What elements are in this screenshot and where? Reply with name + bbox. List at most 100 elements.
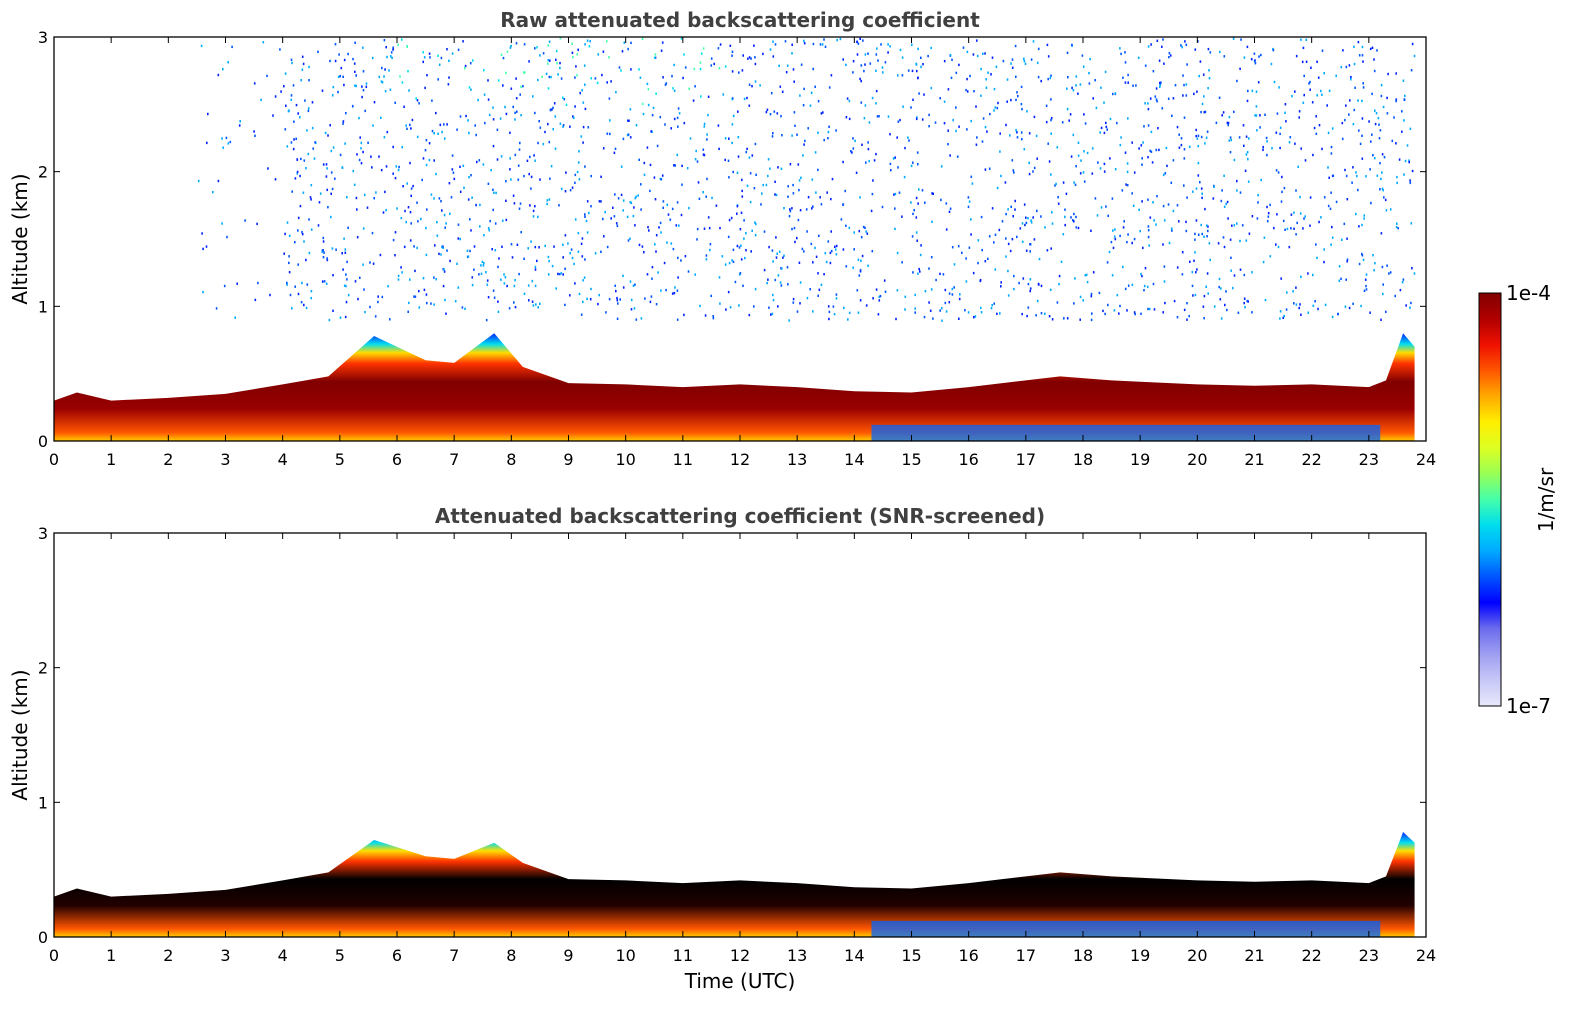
noise-pixel	[860, 101, 863, 104]
noise-pixel	[339, 153, 342, 157]
noise-pixel	[702, 47, 705, 50]
noise-pixel	[551, 108, 553, 111]
noise-pixel	[392, 238, 395, 242]
noise-pixel	[736, 171, 739, 174]
noise-pixel	[1403, 98, 1406, 102]
noise-pixel	[1223, 55, 1226, 58]
noise-pixel	[1200, 110, 1202, 114]
noise-pixel	[932, 192, 934, 195]
noise-pixel	[293, 120, 295, 123]
noise-pixel	[1206, 130, 1209, 133]
noise-pixel	[1026, 314, 1028, 318]
noise-pixel	[882, 71, 884, 74]
noise-pixel	[1139, 229, 1141, 233]
noise-pixel	[951, 246, 954, 249]
noise-pixel	[743, 97, 746, 101]
noise-pixel	[1181, 273, 1184, 276]
noise-pixel	[294, 177, 297, 180]
noise-pixel	[634, 224, 636, 227]
noise-pixel	[606, 81, 608, 84]
noise-pixel	[859, 299, 862, 302]
noise-pixel	[1183, 157, 1186, 160]
x-tick-label: 21	[1244, 450, 1264, 469]
noise-pixel	[955, 71, 958, 75]
noise-pixel	[308, 251, 311, 255]
noise-pixel	[345, 284, 347, 288]
noise-pixel	[576, 74, 578, 77]
noise-pixel	[1064, 215, 1066, 219]
noise-pixel	[365, 85, 368, 88]
noise-pixel	[706, 133, 708, 136]
noise-pixel	[1161, 45, 1163, 48]
noise-pixel	[531, 300, 534, 303]
noise-pixel	[780, 167, 783, 170]
noise-pixel	[499, 117, 502, 120]
noise-pixel	[354, 84, 356, 87]
noise-pixel	[488, 229, 491, 232]
noise-pixel	[947, 129, 949, 132]
noise-pixel	[676, 116, 679, 120]
noise-pixel	[681, 183, 683, 186]
noise-pixel	[396, 207, 398, 210]
noise-pixel	[796, 133, 798, 136]
noise-pixel	[955, 129, 957, 133]
noise-pixel	[857, 311, 860, 314]
noise-pixel	[400, 216, 403, 220]
noise-pixel	[1073, 181, 1075, 184]
noise-pixel	[677, 276, 679, 279]
noise-pixel	[1147, 229, 1150, 232]
noise-pixel	[437, 132, 439, 135]
noise-pixel	[397, 168, 400, 172]
noise-pixel	[1088, 71, 1090, 75]
noise-pixel	[856, 40, 858, 44]
noise-pixel	[678, 112, 681, 115]
noise-pixel	[1196, 90, 1198, 93]
noise-pixel	[451, 52, 454, 55]
noise-pixel	[410, 127, 412, 130]
noise-pixel	[390, 55, 392, 58]
noise-pixel	[522, 85, 524, 88]
noise-pixel	[998, 228, 1001, 232]
noise-pixel	[403, 105, 405, 108]
noise-pixel	[1410, 69, 1413, 72]
noise-pixel	[383, 75, 385, 78]
noise-pixel	[647, 103, 650, 107]
noise-pixel	[331, 247, 334, 250]
x-tick-label: 19	[1130, 946, 1150, 965]
noise-pixel	[828, 317, 830, 321]
noise-pixel	[1207, 292, 1209, 295]
noise-pixel	[1227, 217, 1229, 220]
noise-pixel	[616, 296, 618, 300]
noise-pixel	[547, 62, 549, 65]
noise-pixel	[361, 95, 363, 99]
noise-pixel	[598, 293, 600, 297]
noise-pixel	[1330, 145, 1333, 149]
noise-pixel	[501, 245, 503, 248]
noise-pixel	[596, 81, 599, 85]
noise-pixel	[426, 301, 428, 305]
noise-pixel	[559, 66, 561, 70]
noise-pixel	[1330, 243, 1332, 246]
noise-pixel	[1047, 142, 1049, 145]
noise-pixel	[1245, 135, 1248, 138]
noise-pixel	[581, 255, 584, 258]
noise-pixel	[387, 285, 389, 288]
noise-pixel	[1163, 280, 1166, 283]
noise-pixel	[238, 124, 241, 127]
noise-pixel	[674, 164, 676, 167]
noise-pixel	[1295, 189, 1297, 192]
noise-pixel	[283, 85, 285, 88]
noise-pixel	[948, 210, 951, 213]
x-tick-label: 13	[787, 450, 807, 469]
noise-pixel	[586, 39, 589, 42]
noise-pixel	[943, 59, 946, 63]
noise-pixel	[999, 150, 1001, 153]
noise-pixel	[523, 292, 526, 295]
noise-pixel	[492, 144, 495, 148]
noise-pixel	[539, 302, 541, 305]
noise-pixel	[562, 96, 564, 99]
colorbar: 1e-4 1e-7 1/m/sr	[1478, 281, 1558, 718]
aerosol-layer	[54, 832, 1415, 937]
noise-pixel	[481, 260, 484, 264]
